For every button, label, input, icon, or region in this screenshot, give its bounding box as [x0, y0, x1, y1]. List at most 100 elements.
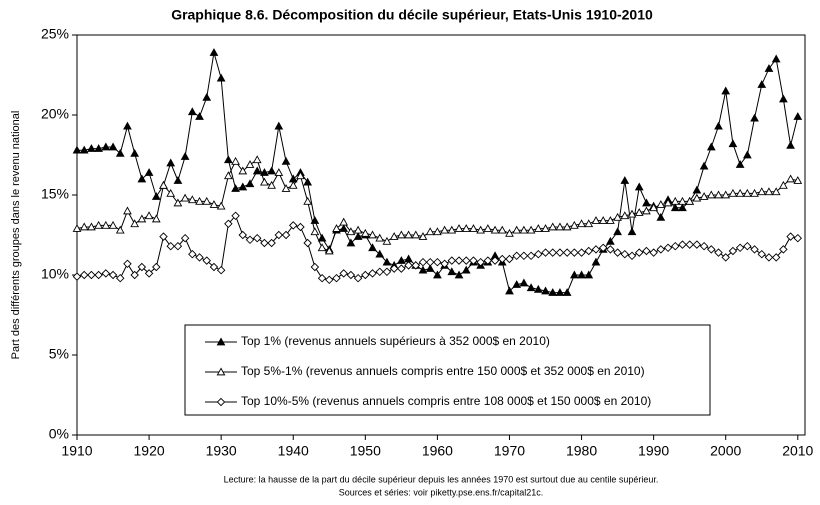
marker — [757, 249, 766, 259]
marker — [79, 270, 89, 280]
marker — [115, 225, 125, 234]
marker — [389, 264, 399, 273]
marker — [786, 232, 795, 241]
y-tick-label: 20% — [41, 106, 69, 122]
marker — [339, 269, 348, 278]
marker — [353, 225, 363, 234]
marker — [368, 243, 377, 252]
marker — [130, 148, 140, 157]
marker — [159, 180, 168, 189]
marker — [728, 246, 738, 256]
marker — [584, 270, 594, 279]
marker — [786, 174, 795, 183]
marker — [642, 198, 651, 207]
marker — [606, 216, 615, 224]
marker — [296, 222, 305, 232]
marker — [79, 145, 89, 154]
x-tick-label: 2000 — [710, 443, 741, 459]
marker — [454, 256, 464, 265]
marker — [779, 245, 788, 254]
marker — [678, 196, 687, 205]
marker — [281, 230, 291, 240]
marker — [649, 203, 658, 212]
marker — [152, 262, 161, 272]
marker — [267, 238, 276, 248]
marker — [361, 270, 370, 280]
marker — [144, 168, 154, 176]
marker — [382, 267, 392, 277]
marker — [454, 270, 464, 279]
marker — [411, 230, 421, 239]
marker — [620, 176, 630, 184]
marker — [317, 233, 327, 242]
marker — [411, 261, 421, 270]
marker — [267, 180, 276, 189]
marker — [274, 168, 284, 176]
x-tick-label: 1950 — [350, 443, 381, 459]
marker — [663, 198, 673, 207]
marker — [339, 224, 349, 232]
marker — [151, 192, 161, 200]
marker — [433, 257, 442, 267]
marker — [209, 262, 219, 272]
marker — [577, 248, 586, 257]
legend-label: Top 1% (revenus annuels supérieurs à 352… — [241, 334, 550, 348]
marker — [368, 269, 377, 278]
marker — [339, 217, 349, 226]
marker — [634, 208, 644, 216]
marker — [750, 245, 759, 254]
marker — [555, 248, 565, 257]
marker — [202, 256, 211, 265]
marker — [764, 64, 774, 72]
marker — [584, 219, 594, 228]
marker — [721, 86, 731, 95]
marker — [706, 190, 716, 199]
marker — [396, 230, 406, 239]
marker — [195, 253, 204, 262]
marker — [433, 270, 442, 279]
marker — [130, 219, 140, 228]
marker — [72, 272, 82, 281]
legend-label: Top 5%-1% (revenus annuels compris entre… — [241, 364, 645, 378]
marker — [685, 240, 694, 249]
marker — [735, 243, 745, 253]
marker — [245, 160, 255, 168]
marker — [317, 273, 327, 283]
marker — [526, 283, 536, 292]
marker — [166, 188, 176, 197]
marker — [642, 206, 651, 215]
marker — [346, 238, 356, 247]
x-tick-label: 1930 — [206, 443, 237, 459]
marker — [382, 257, 392, 266]
marker — [267, 166, 276, 175]
y-tick-label: 0% — [49, 426, 69, 442]
marker — [613, 248, 622, 257]
marker — [707, 245, 716, 254]
marker — [526, 225, 536, 234]
x-tick-label: 1980 — [566, 443, 597, 459]
marker — [670, 196, 680, 205]
marker — [750, 113, 759, 122]
marker — [454, 224, 464, 232]
marker — [195, 112, 204, 120]
marker — [231, 156, 240, 165]
marker — [325, 275, 334, 285]
marker — [541, 248, 550, 257]
marker — [678, 240, 687, 249]
marker — [79, 222, 89, 231]
marker — [757, 80, 767, 88]
marker — [786, 140, 795, 149]
marker — [526, 251, 536, 261]
marker — [461, 265, 471, 274]
marker — [620, 211, 630, 220]
marker — [303, 177, 313, 186]
marker — [548, 222, 558, 231]
marker — [108, 270, 118, 280]
marker — [224, 155, 233, 164]
marker — [245, 235, 255, 245]
marker — [87, 222, 96, 231]
marker — [404, 254, 413, 263]
marker — [274, 121, 284, 130]
marker — [116, 273, 125, 283]
marker — [425, 257, 435, 267]
